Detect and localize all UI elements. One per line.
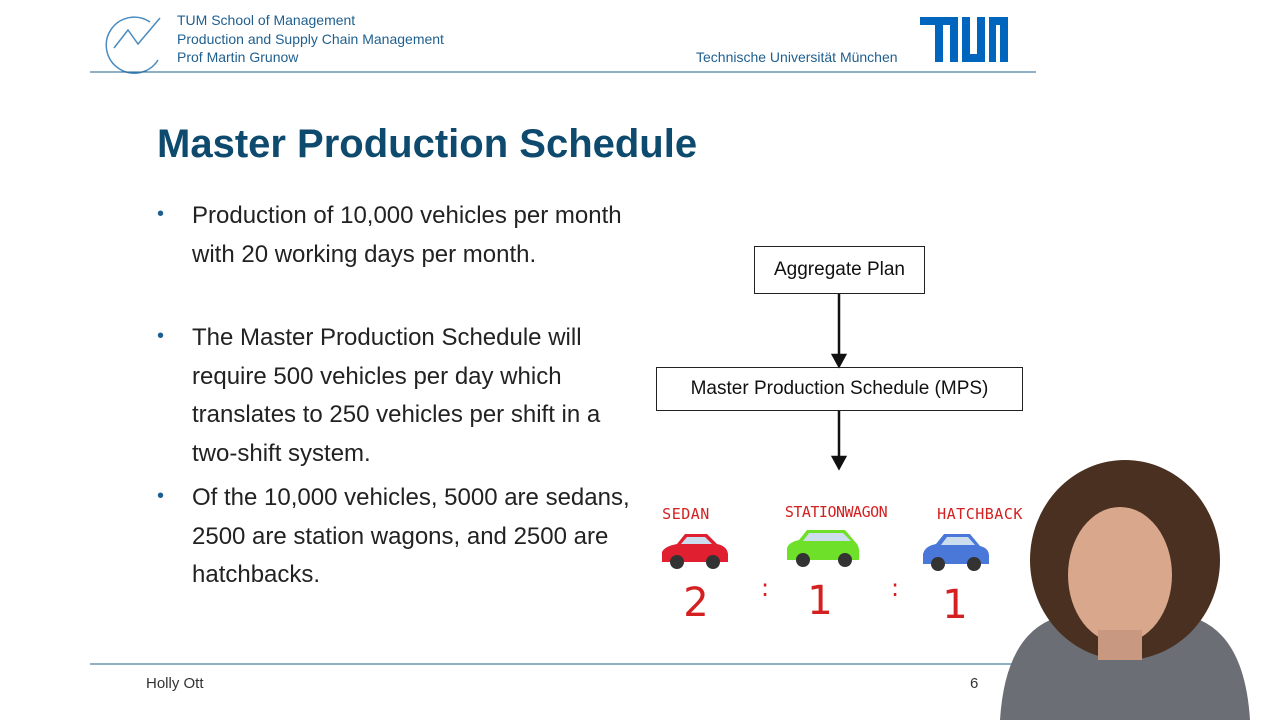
bullet-dot: • xyxy=(157,485,165,507)
car-label: STATIONWAGON xyxy=(784,503,888,521)
arrows xyxy=(830,293,848,471)
header-line: Production and Supply Chain Management xyxy=(177,31,444,47)
ratio-sep: : xyxy=(890,574,900,602)
page-number: 6 xyxy=(970,675,979,692)
ratio-number: 2 xyxy=(683,580,709,626)
bullet: Of the 10,000 vehicles, 5000 are sedans,… xyxy=(192,484,630,588)
tum-logo xyxy=(920,17,1008,62)
bullet-dot: • xyxy=(157,325,165,347)
ratio-sep: : xyxy=(760,574,770,602)
bullet: The Master Production Schedule will requ… xyxy=(192,324,601,467)
presenter-video xyxy=(1000,460,1250,720)
logo xyxy=(105,16,161,74)
header-line: Prof Martin Grunow xyxy=(177,49,299,65)
university: Technische Universität München xyxy=(696,49,898,65)
node: Master Production Schedule (MPS) xyxy=(656,367,1023,411)
car-label: HATCHBACK xyxy=(937,505,1023,523)
ratio-number: 1 xyxy=(942,582,968,628)
header-line: TUM School of Management xyxy=(177,12,356,28)
car-label: SEDAN xyxy=(662,505,710,523)
ratio-number: 1 xyxy=(807,578,833,624)
node: Aggregate Plan xyxy=(754,246,925,294)
bullet-dot: • xyxy=(157,203,165,225)
slide-title: Master Production Schedule xyxy=(157,122,698,166)
cars xyxy=(662,530,989,571)
presenter-name: Holly Ott xyxy=(146,675,204,692)
bullet: Production of 10,000 vehicles per month … xyxy=(192,202,622,268)
